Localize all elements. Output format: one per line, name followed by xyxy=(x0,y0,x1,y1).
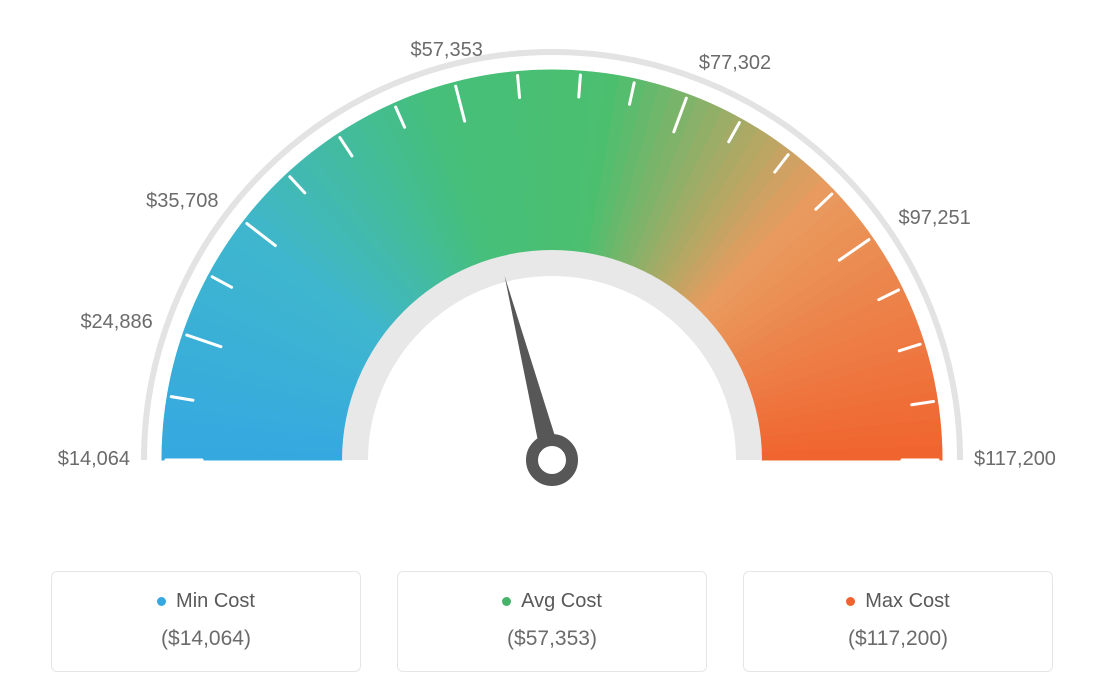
gauge-tick-label: $57,353 xyxy=(411,39,483,62)
legend-card-max: Max Cost ($117,200) xyxy=(743,571,1053,672)
gauge-tick-label: $97,251 xyxy=(898,207,970,230)
legend-value-min: ($14,064) xyxy=(64,627,348,651)
legend-title-text: Avg Cost xyxy=(521,590,602,613)
legend-title-avg: Avg Cost xyxy=(502,590,602,613)
gauge-svg xyxy=(0,20,1104,540)
gauge-tick-label: $35,708 xyxy=(146,190,218,213)
gauge-tick-label: $24,886 xyxy=(80,311,152,334)
legend-card-avg: Avg Cost ($57,353) xyxy=(397,571,707,672)
legend-title-min: Min Cost xyxy=(157,590,255,613)
gauge-tick-label: $14,064 xyxy=(58,448,130,471)
gauge-tick-label: $117,200 xyxy=(974,448,1056,471)
legend-row: Min Cost ($14,064) Avg Cost ($57,353) Ma… xyxy=(0,571,1104,672)
dot-icon xyxy=(502,597,511,606)
legend-title-max: Max Cost xyxy=(846,590,949,613)
legend-card-min: Min Cost ($14,064) xyxy=(51,571,361,672)
dot-icon xyxy=(157,597,166,606)
gauge-tick-label: $77,302 xyxy=(699,52,771,75)
legend-title-text: Min Cost xyxy=(176,590,255,613)
legend-value-avg: ($57,353) xyxy=(410,627,694,651)
gauge-chart: $14,064 $24,886 $35,708 $57,353 $77,302 $97,2… xyxy=(0,0,1104,540)
legend-title-text: Max Cost xyxy=(865,590,949,613)
legend-value-max: ($117,200) xyxy=(756,627,1040,651)
dot-icon xyxy=(846,597,855,606)
